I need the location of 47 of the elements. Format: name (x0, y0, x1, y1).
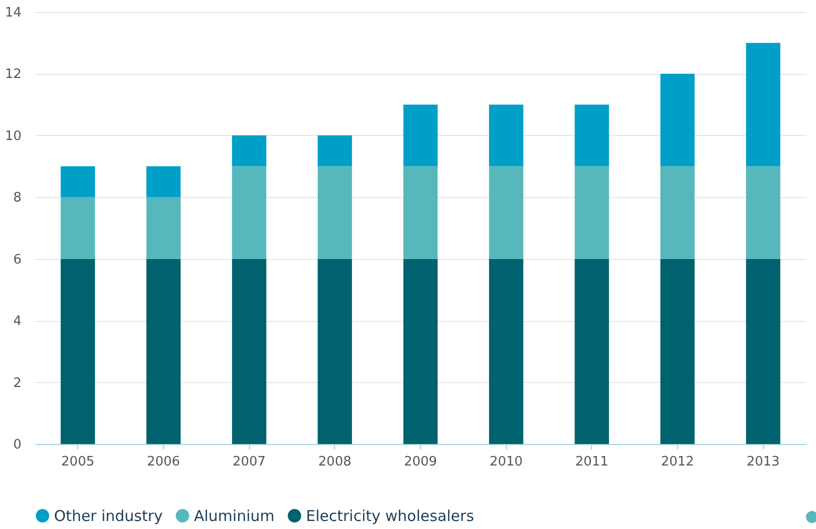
bar (232, 258, 266, 444)
bar (746, 166, 780, 259)
bar (746, 258, 780, 444)
bar (146, 166, 181, 198)
y-tick-label: 14 (4, 6, 22, 20)
x-tick-label: 2011 (575, 454, 608, 470)
bar (146, 258, 181, 444)
y-tick-label: 0 (13, 438, 22, 452)
x-tick-label: 2008 (318, 454, 352, 470)
bar (60, 197, 95, 259)
x-tick-label: 2010 (490, 454, 523, 470)
bar (60, 166, 95, 198)
x-tick-label: 2005 (61, 454, 94, 470)
y-tick-label: 2 (13, 376, 22, 391)
x-tick-label: 2006 (146, 454, 180, 470)
legend-label: Other industry (54, 506, 163, 525)
legend-label: Aluminium (194, 506, 275, 525)
x-tick-label: 2007 (232, 454, 266, 470)
bar (489, 104, 524, 166)
bar (232, 135, 266, 166)
y-tick-label: 10 (4, 128, 22, 144)
bar (746, 42, 780, 166)
bar (489, 258, 524, 444)
bar (574, 258, 609, 444)
bar (403, 258, 438, 444)
bar (489, 166, 524, 259)
x-tick-label: 2012 (660, 454, 694, 470)
bar (574, 166, 609, 259)
bar (403, 166, 438, 259)
x-tick-label: 2009 (404, 454, 438, 470)
bar (403, 104, 438, 166)
bar (318, 166, 352, 259)
bar (60, 258, 95, 444)
x-tick-label: 2013 (746, 454, 780, 470)
bar (318, 258, 352, 444)
bar (660, 74, 695, 166)
bar (660, 166, 695, 259)
legend-label: Electricity wholesalers (306, 506, 474, 525)
y-tick-label: 8 (13, 190, 22, 206)
bar (574, 104, 609, 166)
bar (232, 166, 266, 259)
y-tick-label: 4 (13, 314, 22, 330)
y-tick-label: 12 (4, 67, 22, 82)
bar (660, 258, 695, 444)
bar (146, 197, 181, 259)
y-tick-label: 6 (13, 252, 22, 268)
bar (318, 135, 352, 166)
